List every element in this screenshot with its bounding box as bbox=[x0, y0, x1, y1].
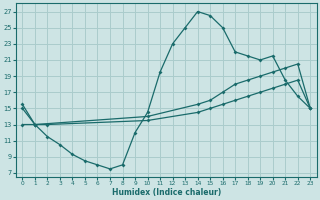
X-axis label: Humidex (Indice chaleur): Humidex (Indice chaleur) bbox=[112, 188, 221, 197]
